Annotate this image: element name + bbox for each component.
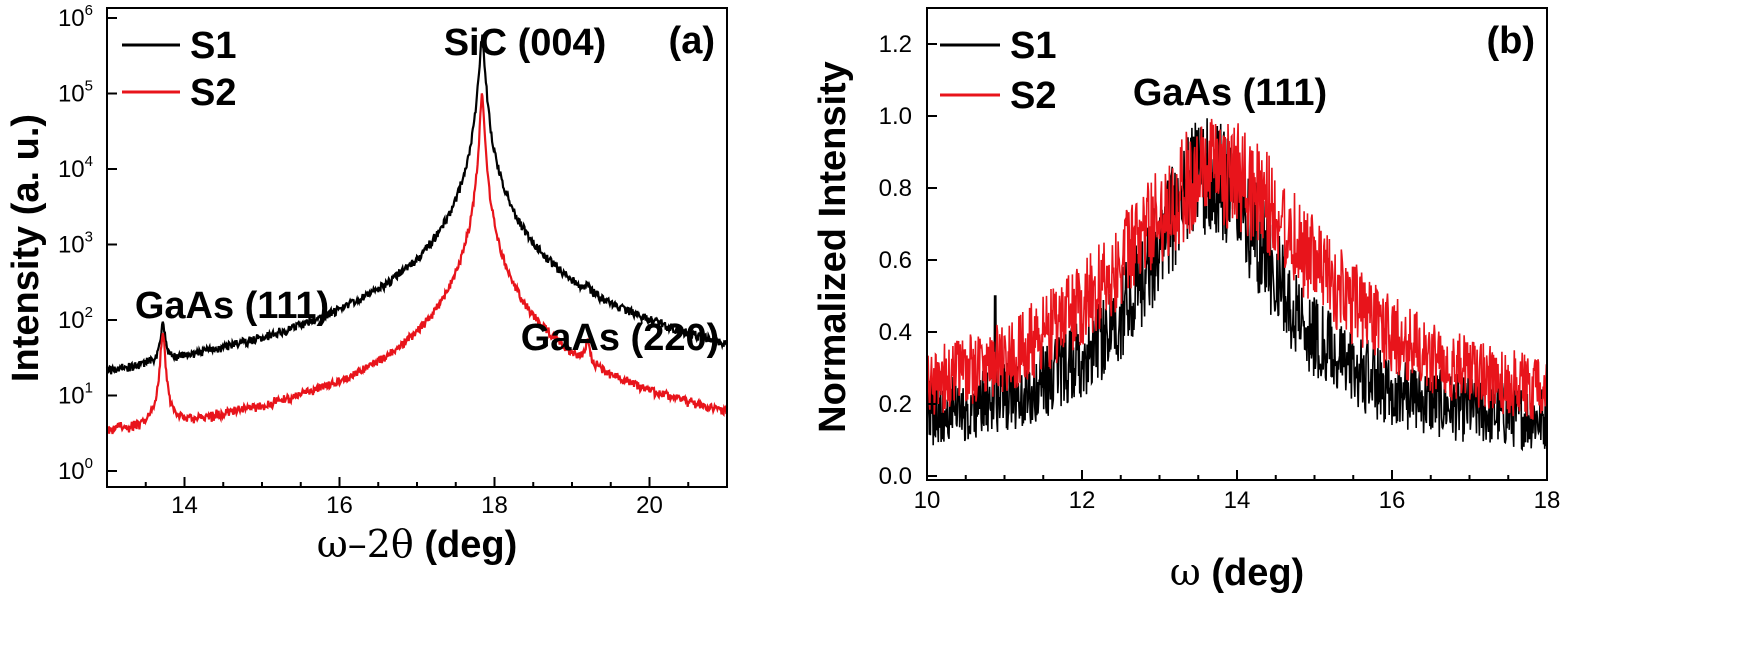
panel-b-y-tick-label: 0.8 [879, 175, 912, 202]
panel-a-series-s2 [105, 93, 728, 435]
panel-a-series [105, 34, 729, 435]
panel-b-legend-s1: S1 [1010, 25, 1056, 67]
panel-b-y-tick-label: 0.4 [879, 319, 912, 346]
panel-a-x-tick-label: 16 [326, 492, 353, 519]
panel-a-series-s1 [105, 34, 729, 375]
panel-a-x-axis-symbol: ω–2θ [317, 522, 414, 566]
panel-a-legend-s2: S2 [190, 72, 236, 114]
panel-a-y-tick-label: 106 [58, 2, 93, 32]
panel-b-x-tick-label: 18 [1534, 487, 1561, 514]
panel-b-x-axis-unit: (deg) [1201, 552, 1304, 594]
panel-b-legend: S1 S2 [940, 25, 1056, 117]
panel-b-y-tick-label: 0.6 [879, 247, 912, 274]
panel-a-x-tick-label: 20 [636, 492, 663, 519]
panel-b-annotation-gaas111: GaAs (111) [1133, 72, 1327, 114]
panel-b-x-tick-label: 14 [1224, 487, 1251, 514]
panel-a-legend: S1 S2 [122, 25, 236, 114]
panel-a-y-tick-label: 100 [58, 455, 93, 485]
panel-a-y-axis-title: Intensity (a. u.) [5, 114, 47, 382]
panel-a-legend-s1: S1 [190, 25, 236, 67]
panel-b-y-ticks: 0.0 0.2 0.4 0.6 0.8 1.0 1.2 [879, 31, 937, 490]
panel-b-x-axis-title: ω (deg) [1170, 550, 1304, 594]
panel-b-y-tick-label: 0.0 [879, 463, 912, 490]
panel-b-x-ticks: 10 12 14 16 18 [914, 470, 1561, 514]
panel-a-y-tick-label: 104 [58, 153, 93, 183]
panel-a-annotation-sic004: SiC (004) [444, 22, 607, 64]
panel-a-x-ticks: 14 16 18 20 [106, 477, 728, 519]
panel-b-x-tick-label: 16 [1379, 487, 1406, 514]
panel-a-x-tick-label: 18 [481, 492, 508, 519]
panel-a-annotation-gaas220: GaAs (220) [521, 317, 720, 359]
chart-panel-a: 14 16 18 20 100 101 102 103 104 105 106 (a) GaAs … [5, 2, 729, 566]
panel-a-annotation-gaas111: GaAs (111) [135, 285, 329, 327]
panel-b-series-s1 [926, 118, 1548, 452]
panel-b-x-axis-symbol: ω [1170, 550, 1201, 594]
panel-b-series [926, 118, 1548, 452]
panel-a-y-tick-label: 103 [58, 229, 93, 259]
panel-b-x-tick-label: 12 [1069, 487, 1096, 514]
panel-b-label: (b) [1486, 20, 1535, 62]
panel-a-y-tick-label: 102 [58, 304, 93, 334]
panel-b-y-tick-label: 0.2 [879, 391, 912, 418]
panel-a-x-tick-label: 14 [171, 492, 198, 519]
panel-b-series-s2 [926, 118, 1548, 420]
panel-b-y-tick-label: 1.0 [879, 103, 912, 130]
panel-a-y-ticks: 100 101 102 103 104 105 106 [58, 2, 117, 485]
panel-a-x-axis-unit: (deg) [414, 524, 517, 566]
panel-a-x-axis-title: ω–2θ (deg) [317, 522, 517, 566]
panel-b-y-tick-label: 1.2 [879, 31, 912, 58]
panel-a-y-tick-label: 101 [58, 380, 93, 410]
panel-b-legend-s2: S2 [1010, 75, 1056, 117]
chart-panel-b: 10 12 14 16 18 0.0 0.2 0.4 0.6 0.8 1.0 1.2 (b) GaA… [812, 7, 1561, 594]
panel-a-y-tick-label: 105 [58, 78, 93, 108]
panel-a-label: (a) [669, 20, 715, 62]
panel-b-x-tick-label: 10 [914, 487, 941, 514]
panel-b-y-axis-title: Normalized Intensity [812, 61, 854, 433]
